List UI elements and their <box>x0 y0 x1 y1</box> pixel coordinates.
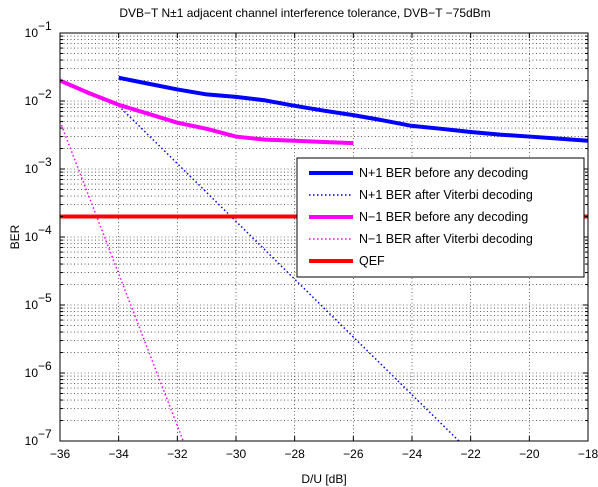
x-tick-label: −26 <box>343 447 364 461</box>
x-tick-label: −22 <box>460 447 481 461</box>
legend-label: QEF <box>359 254 385 268</box>
x-tick-label: −30 <box>226 447 247 461</box>
legend-label: N−1 BER after Viterbi decoding <box>359 232 533 246</box>
series-line-1 <box>118 75 588 143</box>
y-tick-exponent: −4 <box>38 223 52 237</box>
y-tick-label: 10 <box>25 94 39 108</box>
y-tick-exponent: −7 <box>38 427 52 441</box>
y-tick-label: 10 <box>25 230 39 244</box>
y-tick-exponent: −1 <box>38 19 52 33</box>
x-tick-label: −24 <box>402 447 423 461</box>
y-tick-label: 10 <box>25 366 39 380</box>
series-line-3 <box>60 78 354 146</box>
y-tick-exponent: −5 <box>38 291 52 305</box>
x-tick-label: −32 <box>167 447 188 461</box>
y-tick-label: 10 <box>25 298 39 312</box>
y-axis-label: BER <box>8 224 22 249</box>
series-line-4 <box>60 121 184 441</box>
x-tick-label: −34 <box>108 447 129 461</box>
x-axis-label: D/U [dB] <box>301 472 346 486</box>
legend: N+1 BER before any decoding N+1 BER after… <box>296 157 585 278</box>
x-tick-label: −18 <box>578 447 598 461</box>
legend-label: N+1 BER after Viterbi decoding <box>359 188 533 202</box>
y-tick-exponent: −2 <box>38 87 52 101</box>
legend-label: N+1 BER before any decoding <box>359 166 528 180</box>
axis-ticks: −36 −34 −32 −30 −28 −26 −24 −22 −20 −1810−710−610… <box>25 19 598 461</box>
chart-title: DVB−T N±1 adjacent channel interference … <box>119 6 490 20</box>
y-tick-label: 10 <box>25 162 39 176</box>
x-tick-label: −36 <box>50 447 71 461</box>
y-tick-label: 10 <box>25 434 39 448</box>
y-tick-exponent: −3 <box>38 155 52 169</box>
legend-label: N−1 BER before any decoding <box>359 210 528 224</box>
y-tick-label: 10 <box>25 26 39 40</box>
x-tick-label: −28 <box>284 447 305 461</box>
y-tick-exponent: −6 <box>38 359 52 373</box>
grid <box>60 33 588 441</box>
x-tick-label: −20 <box>519 447 540 461</box>
